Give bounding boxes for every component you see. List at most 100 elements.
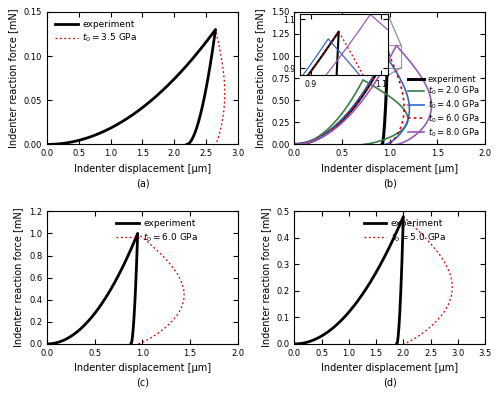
$t_0 = 4.0$ GPa: [324, 131, 330, 136]
Line: experiment: experiment: [294, 217, 404, 344]
experiment: [398, 281, 404, 286]
experiment: [132, 311, 138, 316]
$t_0 = 6.0$ GPa: [44, 342, 50, 346]
experiment: [132, 289, 138, 294]
X-axis label: Indenter displacement [μm]: Indenter displacement [μm]: [321, 363, 458, 373]
$t_0 = 5.0$ GPa: [390, 237, 396, 242]
$t_0 = 2.0$ GPa: [404, 120, 410, 124]
$t_0 = 3.5$ GPa: [212, 27, 218, 32]
Line: $t_0 = 4.0$ GPa: $t_0 = 4.0$ GPa: [294, 54, 410, 144]
Y-axis label: Indenter reaction force [mN]: Indenter reaction force [mN]: [260, 208, 270, 348]
Y-axis label: Indenter reaction force [mN]: Indenter reaction force [mN]: [8, 8, 18, 148]
experiment: [184, 142, 190, 147]
$t_0 = 6.0$ GPa: [385, 49, 391, 54]
$t_0 = 8.0$ GPa: [328, 130, 334, 134]
$t_0 = 2.0$ GPa: [401, 107, 407, 112]
$t_0 = 5.0$ GPa: [292, 342, 298, 346]
Line: $t_0 = 3.5$ GPa: $t_0 = 3.5$ GPa: [47, 30, 225, 144]
$t_0 = 3.5$ GPa: [131, 112, 137, 117]
$t_0 = 4.0$ GPa: [406, 111, 412, 116]
experiment: [134, 264, 140, 269]
Title: (a): (a): [136, 178, 149, 188]
$t_0 = 4.0$ GPa: [374, 68, 380, 73]
$t_0 = 3.5$ GPa: [44, 142, 50, 147]
$t_0 = 6.0$ GPa: [401, 110, 407, 115]
$t_0 = 6.0$ GPa: [126, 251, 132, 255]
$t_0 = 6.0$ GPa: [400, 92, 406, 97]
$t_0 = 6.0$ GPa: [180, 298, 186, 302]
$t_0 = 4.0$ GPa: [338, 118, 344, 123]
Line: $t_0 = 2.0$ GPa: $t_0 = 2.0$ GPa: [294, 80, 408, 144]
$t_0 = 6.0$ GPa: [162, 256, 168, 261]
experiment: [203, 87, 209, 92]
Line: experiment: experiment: [47, 30, 215, 144]
Legend: experiment, $t_0 = 6.0$ GPa: experiment, $t_0 = 6.0$ GPa: [112, 216, 202, 247]
$t_0 = 2.0$ GPa: [292, 142, 298, 147]
experiment: [394, 342, 400, 346]
Line: $t_0 = 5.0$ GPa: $t_0 = 5.0$ GPa: [294, 217, 452, 344]
Y-axis label: Indenter reaction force [mN]: Indenter reaction force [mN]: [256, 8, 266, 148]
experiment: [385, 49, 391, 54]
$t_0 = 2.0$ GPa: [360, 77, 366, 82]
Title: (c): (c): [136, 378, 149, 388]
$t_0 = 8.0$ GPa: [428, 108, 434, 113]
$t_0 = 3.5$ GPa: [218, 53, 224, 58]
X-axis label: Indenter displacement [μm]: Indenter displacement [μm]: [74, 363, 211, 373]
experiment: [292, 142, 298, 147]
$t_0 = 6.0$ GPa: [134, 231, 140, 236]
$t_0 = 4.0$ GPa: [404, 93, 410, 98]
experiment: [131, 112, 137, 117]
Bar: [378, 45, 401, 67]
$t_0 = 6.0$ GPa: [394, 73, 400, 78]
$t_0 = 8.0$ GPa: [414, 69, 420, 73]
$t_0 = 5.0$ GPa: [400, 342, 406, 346]
$t_0 = 4.0$ GPa: [382, 52, 388, 57]
Title: (d): (d): [383, 378, 396, 388]
$t_0 = 6.0$ GPa: [76, 328, 82, 332]
$t_0 = 3.5$ GPa: [196, 47, 202, 52]
$t_0 = 8.0$ GPa: [292, 142, 298, 147]
$t_0 = 6.0$ GPa: [292, 142, 298, 147]
experiment: [292, 342, 298, 346]
experiment: [397, 306, 403, 311]
$t_0 = 6.0$ GPa: [376, 66, 382, 71]
experiment: [91, 312, 97, 317]
$t_0 = 3.5$ GPa: [212, 142, 218, 147]
$t_0 = 2.0$ GPa: [354, 89, 360, 94]
experiment: [383, 98, 389, 103]
$t_0 = 6.0$ GPa: [340, 117, 345, 122]
$t_0 = 6.0$ GPa: [134, 342, 140, 346]
experiment: [330, 326, 336, 330]
$t_0 = 4.0$ GPa: [382, 142, 388, 147]
experiment: [134, 231, 140, 236]
$t_0 = 2.0$ GPa: [327, 125, 333, 130]
X-axis label: Indenter displacement [μm]: Indenter displacement [μm]: [321, 164, 458, 174]
Legend: experiment, $t_0 = 2.0$ GPa, $t_0 = 4.0$ GPa, $t_0 = 6.0$ GPa, $t_0 = 8.0$ GPa: experiment, $t_0 = 2.0$ GPa, $t_0 = 4.0$…: [404, 71, 482, 142]
$t_0 = 4.0$ GPa: [396, 75, 402, 80]
$t_0 = 5.0$ GPa: [348, 308, 354, 312]
experiment: [382, 116, 388, 121]
Line: $t_0 = 8.0$ GPa: $t_0 = 8.0$ GPa: [294, 45, 432, 144]
$t_0 = 5.0$ GPa: [449, 291, 455, 296]
Legend: experiment, $t_0 = 3.5$ GPa: experiment, $t_0 = 3.5$ GPa: [52, 16, 141, 48]
$t_0 = 2.0$ GPa: [386, 94, 392, 99]
Line: experiment: experiment: [294, 51, 388, 144]
$t_0 = 3.5$ GPa: [104, 128, 110, 132]
$t_0 = 5.0$ GPa: [445, 267, 451, 272]
experiment: [104, 128, 110, 132]
experiment: [44, 342, 50, 346]
$t_0 = 2.0$ GPa: [360, 142, 366, 147]
Line: $t_0 = 6.0$ GPa: $t_0 = 6.0$ GPa: [47, 233, 184, 344]
experiment: [340, 117, 345, 122]
$t_0 = 8.0$ GPa: [394, 43, 400, 48]
$t_0 = 3.5$ GPa: [221, 75, 227, 79]
$t_0 = 8.0$ GPa: [384, 61, 390, 65]
Line: experiment: experiment: [47, 233, 138, 344]
$t_0 = 6.0$ GPa: [91, 312, 97, 317]
$t_0 = 8.0$ GPa: [426, 89, 432, 93]
experiment: [348, 308, 354, 312]
$t_0 = 8.0$ GPa: [394, 142, 400, 147]
$t_0 = 5.0$ GPa: [400, 214, 406, 219]
$t_0 = 2.0$ GPa: [316, 134, 322, 139]
$t_0 = 4.0$ GPa: [292, 142, 298, 147]
